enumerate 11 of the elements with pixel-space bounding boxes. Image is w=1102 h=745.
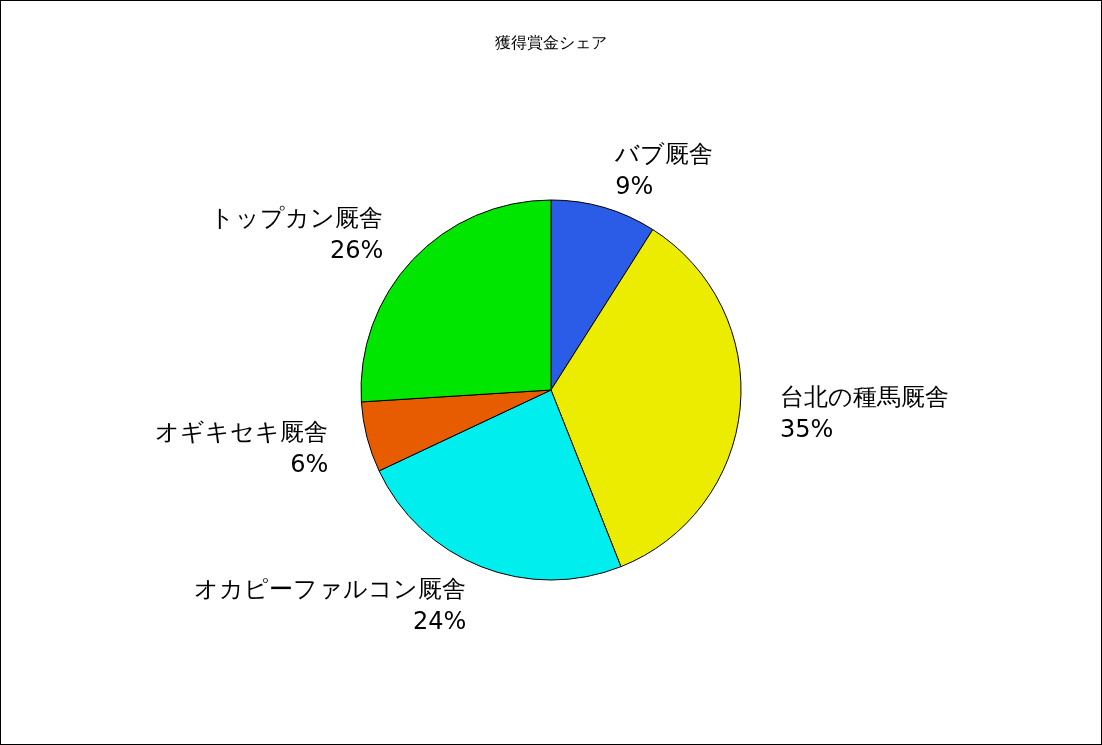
data-label: 24% <box>412 606 467 635</box>
data-label: 6% <box>290 450 329 479</box>
chart-title: 獲得賞金シェア <box>495 33 607 52</box>
slice-label: 台北の種馬厩舎 <box>779 382 949 411</box>
data-label: 9% <box>615 172 654 201</box>
data-label: 35% <box>779 414 834 443</box>
slice-label: オカピーファルコン厩舎 <box>194 574 467 603</box>
slice-label: バブ厩舎 <box>614 140 714 169</box>
data-label: 26% <box>329 235 384 264</box>
slice-label: トップカン厩舎 <box>210 203 384 232</box>
slice-label: オギキセキ厩舎 <box>155 418 329 447</box>
